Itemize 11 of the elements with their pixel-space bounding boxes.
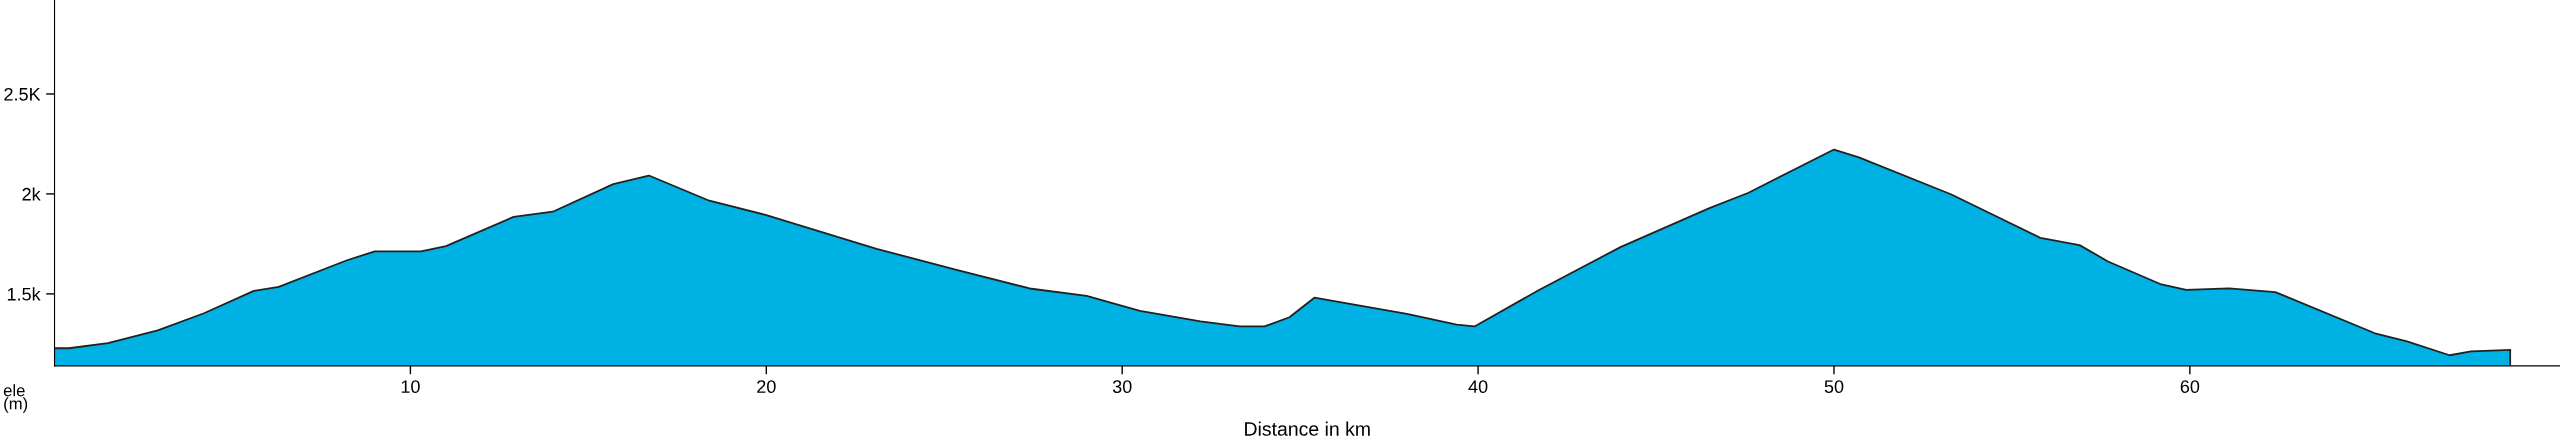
x-tick-label: 10 xyxy=(401,380,420,394)
y-tick-label: 2.5K xyxy=(4,87,41,101)
y-tick-label: 2k xyxy=(22,187,41,201)
x-tick-label: 60 xyxy=(2180,380,2200,394)
x-tick-label: 20 xyxy=(757,380,776,394)
x-tick-label: 50 xyxy=(1824,380,1844,394)
y-tick-label: 1.5k xyxy=(7,287,41,301)
y-axis-title: ele (m) xyxy=(3,384,28,413)
x-tick-label: 30 xyxy=(1112,380,1132,394)
x-tick-label: 40 xyxy=(1468,380,1488,394)
x-axis-title: Distance in km xyxy=(1245,421,1370,436)
